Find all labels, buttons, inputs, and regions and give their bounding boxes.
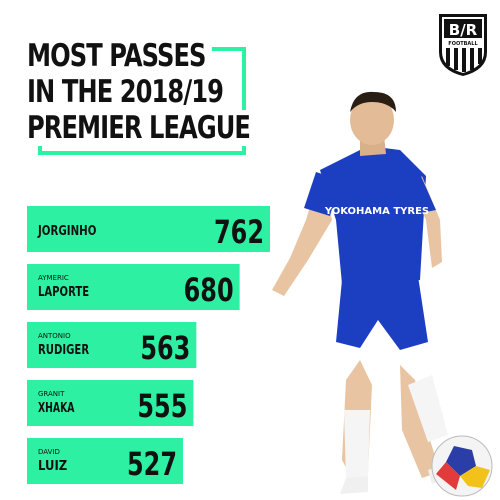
bar-first-name: ANTONIO	[38, 332, 71, 340]
bar-value: 563	[140, 329, 190, 367]
right-sock	[408, 375, 448, 442]
bar-label: RUDIGER	[38, 343, 89, 358]
bar-group: GRANIT XHAKA 555	[27, 380, 194, 426]
shirt-sponsor: YOKOHAMA TYRES	[324, 206, 429, 217]
bar-first-name: GRANIT	[38, 390, 65, 398]
bar-value: 555	[137, 387, 187, 425]
bar-group: ANTONIO RUDIGER 563	[27, 322, 197, 368]
bar	[27, 206, 270, 252]
left-sock	[344, 410, 370, 480]
bar	[27, 322, 197, 368]
bar-label: XHAKA	[38, 401, 75, 416]
football	[431, 435, 493, 497]
bar-first-name: DAVID	[38, 448, 60, 456]
player-photo: YOKOHAMA TYRES	[272, 91, 493, 497]
logo-subtext: FOOTBALL	[448, 41, 478, 47]
title-line-3: PREMIER LEAGUE	[27, 110, 257, 146]
bar	[27, 380, 194, 426]
bar-group: DAVID LUIZ 527	[27, 438, 183, 484]
bar-first-name: AYMERIC	[38, 274, 69, 282]
bar	[27, 264, 240, 310]
shirt	[320, 146, 426, 284]
bar-group: JORGINHO 762	[27, 206, 270, 252]
bar	[27, 438, 183, 484]
br-football-logo: B/R FOOTBALL	[439, 14, 487, 76]
bar-group: AYMERIC LAPORTE 680	[27, 264, 240, 310]
bar-value: 527	[127, 445, 177, 483]
bar-label: LAPORTE	[38, 285, 89, 300]
bar-label: LUIZ	[38, 459, 67, 474]
bar-value: 680	[184, 271, 234, 309]
bar-label: JORGINHO	[37, 224, 96, 239]
logo-text: B/R	[449, 21, 478, 39]
title-line-1: MOST PASSES	[27, 38, 212, 74]
title-line-2: IN THE 2018/19	[27, 74, 230, 110]
page-title: MOST PASSES IN THE 2018/19 PREMIER LEAGU…	[27, 38, 257, 146]
shorts	[336, 276, 428, 350]
